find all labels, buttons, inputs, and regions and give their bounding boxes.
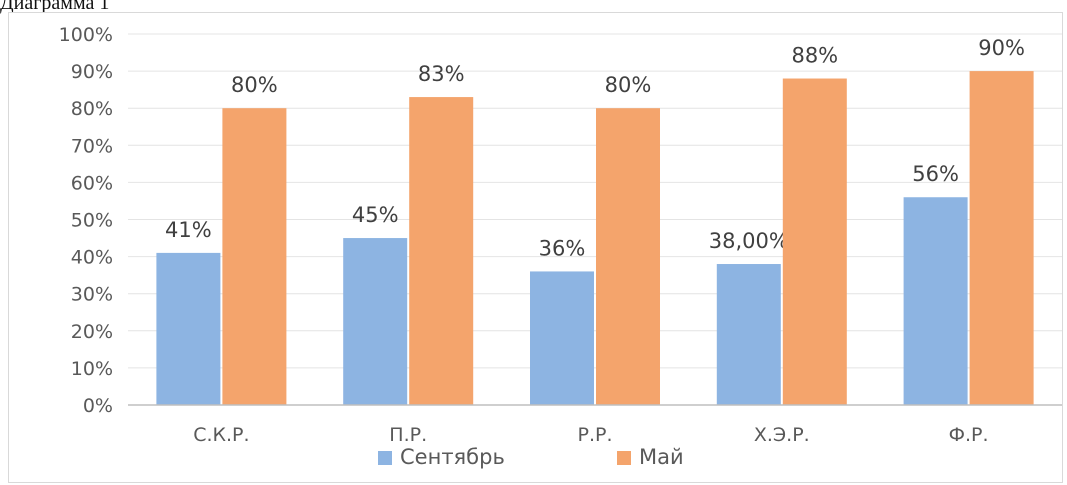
legend-label: Сентябрь <box>400 445 505 469</box>
bar-september <box>343 238 408 405</box>
legend-swatch-september <box>378 451 392 465</box>
legend-label: Май <box>639 445 684 469</box>
chart-caption: Диаграмма 1 <box>0 0 110 14</box>
y-tick-label: 90% <box>71 61 113 83</box>
y-tick-label: 40% <box>71 247 113 269</box>
y-tick-label: 60% <box>71 172 113 194</box>
y-tick-label: 0% <box>83 395 113 417</box>
bar-may <box>222 108 287 405</box>
y-tick-label: 20% <box>71 321 113 343</box>
data-label: 38,00% <box>709 229 789 253</box>
data-label: 80% <box>231 73 278 97</box>
data-label: 83% <box>418 62 465 86</box>
bar-september <box>530 271 594 405</box>
x-tick-label: Х.Э.Р. <box>754 424 810 446</box>
y-tick-label: 80% <box>71 98 113 120</box>
bar-may <box>596 108 660 405</box>
y-tick-label: 70% <box>71 135 113 157</box>
x-tick-label: П.Р. <box>389 424 427 446</box>
y-tick-label: 10% <box>71 358 113 380</box>
legend-swatch-may <box>617 451 631 465</box>
data-label: 41% <box>165 218 212 242</box>
bar-september <box>716 264 781 405</box>
x-tick-label: Ф.Р. <box>949 424 989 446</box>
data-label: 56% <box>912 162 959 186</box>
data-label: 45% <box>352 203 399 227</box>
data-label: 36% <box>539 236 586 260</box>
data-label: 90% <box>978 36 1025 60</box>
bar-may <box>409 97 474 405</box>
data-label: 80% <box>605 73 652 97</box>
y-tick-label: 30% <box>71 284 113 306</box>
y-tick-label: 50% <box>71 210 113 232</box>
x-tick-label: С.К.Р. <box>193 424 249 446</box>
bar-september <box>903 197 968 405</box>
bar-may <box>969 71 1034 405</box>
bar-september <box>156 252 221 405</box>
data-label: 88% <box>791 44 838 68</box>
x-tick-label: Р.Р. <box>578 424 613 446</box>
y-tick-label: 100% <box>59 24 113 46</box>
bar-may <box>782 78 847 406</box>
